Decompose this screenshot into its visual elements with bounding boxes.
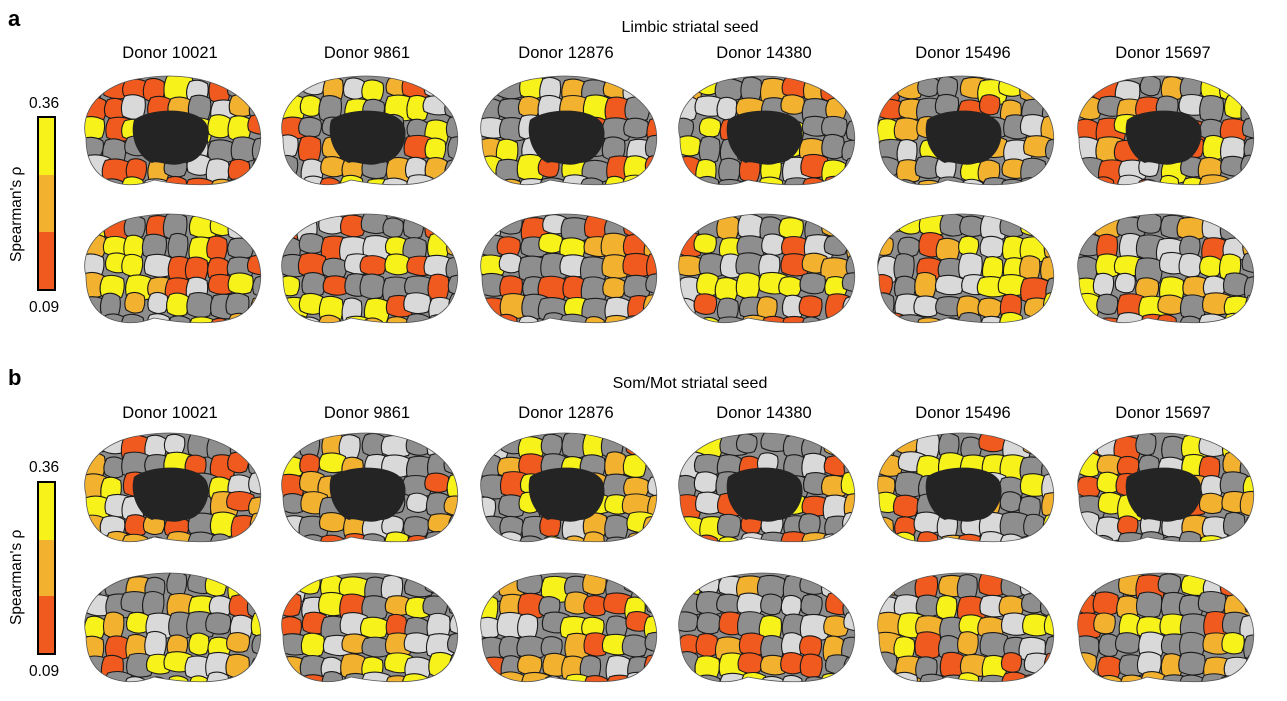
medial-brain-map-b-5 (877, 432, 1055, 543)
panel-a-title: Limbic striatal seed (621, 19, 759, 36)
donor-label-5: Donor 15496 (915, 44, 1011, 62)
donor-label-2: Donor 9861 (323, 44, 411, 62)
medial-brain-map-b-6 (1077, 432, 1255, 543)
colorbar-a-max: 0.36 (29, 95, 60, 112)
medial-brain-map-a-2 (281, 75, 459, 186)
panel-a-letter: a (8, 6, 21, 31)
medial-brain-map-a-5 (877, 75, 1055, 186)
donor-label-4: Donor 14380 (716, 404, 812, 422)
medial-brain-map-a-1 (84, 75, 262, 186)
donor-label-5: Donor 15496 (915, 404, 1011, 422)
donor-label-1: Donor 10021 (122, 404, 218, 422)
lateral-brain-map-a-3 (480, 213, 658, 324)
donor-label-6: Donor 15697 (1115, 44, 1211, 62)
donor-label-6: Donor 15697 (1115, 404, 1211, 422)
lateral-brain-map-b-2 (281, 572, 459, 683)
donor-label-3: Donor 12876 (518, 404, 614, 422)
lateral-brain-map-a-2 (281, 213, 459, 324)
donor-label-1: Donor 10021 (122, 44, 218, 62)
lateral-brain-map-b-4 (678, 572, 856, 683)
medial-brain-map-a-3 (480, 75, 658, 186)
medial-brain-map-b-4 (678, 432, 856, 543)
medial-brain-map-a-6 (1077, 75, 1255, 186)
colorbar-b-min: 0.09 (29, 663, 60, 680)
lateral-brain-map-a-4 (678, 213, 856, 324)
lateral-brain-map-b-3 (480, 572, 658, 683)
donor-label-3: Donor 12876 (518, 44, 614, 62)
medial-brain-map-b-1 (84, 432, 262, 543)
lateral-brain-map-b-5 (877, 572, 1055, 683)
lateral-brain-map-a-5 (877, 213, 1055, 324)
panel-b-title: Som/Mot striatal seed (612, 375, 768, 392)
colorbar-b-label: Spearman's ρ (8, 529, 25, 625)
lateral-brain-map-b-1 (84, 572, 262, 683)
lateral-brain-map-a-1 (84, 213, 262, 324)
colorbar-b (37, 481, 56, 655)
colorbar-b-max: 0.36 (29, 459, 60, 476)
panel-b-letter: b (8, 365, 22, 390)
donor-label-2: Donor 9861 (323, 404, 411, 422)
colorbar-a (37, 116, 56, 291)
lateral-brain-map-b-6 (1077, 572, 1255, 683)
medial-brain-map-b-3 (480, 432, 658, 543)
medial-brain-map-a-4 (678, 75, 856, 186)
colorbar-a-label: Spearman's ρ (8, 166, 25, 262)
lateral-brain-map-a-6 (1077, 213, 1255, 324)
colorbar-a-min: 0.09 (29, 299, 60, 316)
medial-brain-map-b-2 (281, 432, 459, 543)
donor-label-4: Donor 14380 (716, 44, 812, 62)
